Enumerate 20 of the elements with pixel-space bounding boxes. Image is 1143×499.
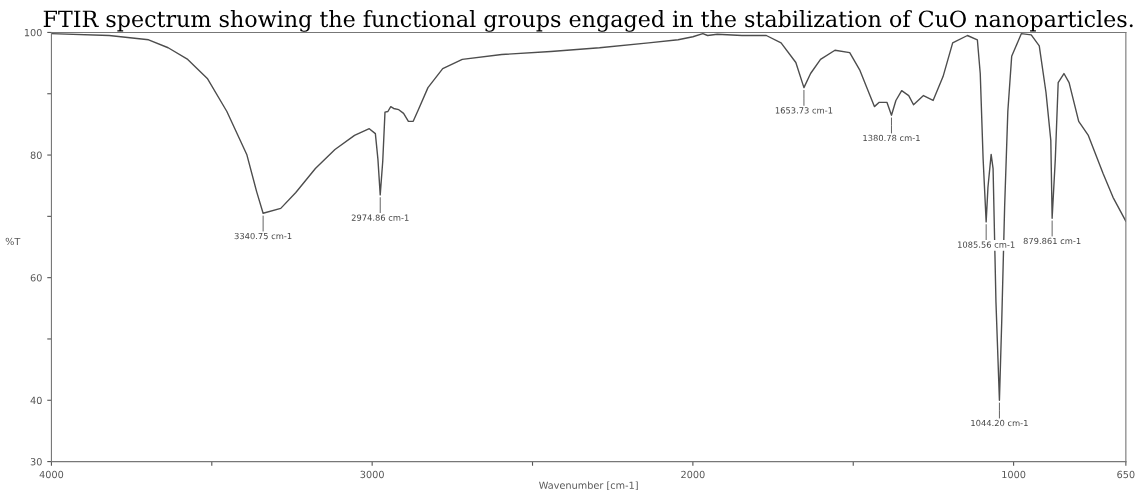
- x-tick-label: 4000: [39, 470, 64, 479]
- x-axis-title: Wavenumber [cm-1]: [539, 481, 638, 491]
- y-tick-label: 80: [30, 151, 42, 159]
- y-tick-label: 100: [24, 28, 42, 37]
- annotation: 1653.73 cm-1: [775, 107, 833, 114]
- chart-title: FTIR spectrum showing the functional groups engaged in the stabilization of CuO nanoparticles.: [43, 9, 1133, 32]
- y-axis-title: %T: [5, 237, 21, 246]
- annotation: 3340.75 cm-1: [234, 232, 292, 240]
- x-tick-label: 2000: [681, 470, 705, 479]
- x-tick-label: 1000: [1002, 470, 1026, 479]
- annotation: 1044.20 cm-1: [971, 419, 1028, 427]
- annotation: 2974.86 cm-1: [351, 214, 409, 221]
- y-tick-label: 60: [30, 274, 42, 282]
- y-tick-label: 40: [30, 396, 42, 405]
- x-tick-label: 3000: [360, 470, 384, 479]
- annotation: 1380.78 cm-1: [863, 134, 920, 142]
- annotation: 1085.56 cm-1: [958, 241, 1015, 248]
- y-tick-label: 30: [30, 458, 42, 466]
- annotation: 879.861 cm-1: [1023, 237, 1081, 245]
- x-tick-label: 650: [1117, 470, 1135, 479]
